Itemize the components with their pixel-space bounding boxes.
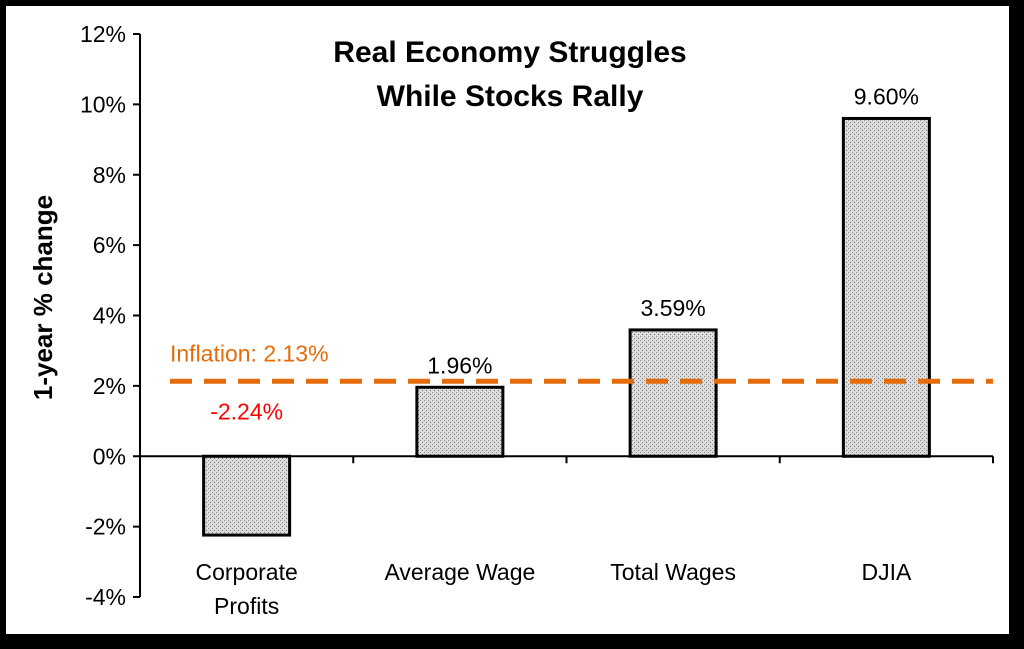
x-category-label: Profits [214, 593, 279, 619]
y-tick-label: -4% [85, 584, 126, 610]
y-tick-label: 6% [93, 232, 126, 258]
bar-4 [841, 116, 931, 458]
inflation-label: Inflation: 2.13% [170, 340, 329, 366]
x-category-label: Corporate [195, 559, 297, 585]
bar-1 [202, 454, 292, 537]
bar-3 [628, 328, 718, 458]
chart-frame: Real Economy Struggles While Stocks Rally… [6, 6, 1009, 634]
data-label-3: 3.59% [641, 295, 706, 321]
data-label-2: 1.96% [427, 352, 492, 378]
y-tick-label: 2% [93, 373, 126, 399]
y-tick-label: 10% [80, 91, 126, 117]
chart-title-line-2: While Stocks Rally [377, 80, 644, 113]
x-category-label: Average Wage [384, 559, 535, 585]
y-tick-label: 4% [93, 303, 126, 329]
bar-chart: Real Economy Struggles While Stocks Rally… [28, 21, 994, 619]
y-tick-label: -2% [85, 514, 126, 540]
y-axis-label: 1-year % change [28, 195, 58, 400]
y-tick-label: 8% [93, 162, 126, 188]
x-category-label: DJIA [861, 559, 912, 585]
data-label-1: -2.24% [210, 398, 283, 424]
y-tick-label: 0% [93, 443, 126, 469]
data-label-4: 9.60% [854, 83, 919, 109]
chart-title-line-1: Real Economy Struggles [333, 36, 686, 69]
y-tick-label: 12% [80, 21, 126, 47]
x-category-label: Total Wages [610, 559, 736, 585]
bar-2 [415, 385, 505, 458]
